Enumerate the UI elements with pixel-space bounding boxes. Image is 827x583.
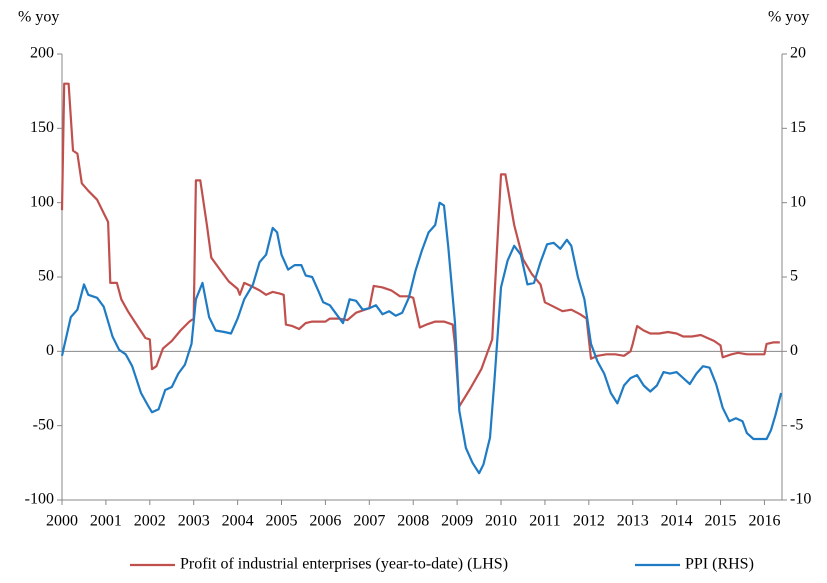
y-tick-label: 150 [30,119,54,136]
x-tick-label: 2016 [748,513,780,530]
y2-tick-label: -10 [790,491,811,508]
x-tick-label: 2006 [309,513,341,530]
series-line [60,82,780,408]
y-tick-label: 200 [30,45,54,62]
x-tick-label: 2004 [222,513,254,530]
y2-tick-label: 15 [790,119,806,136]
legend-label: PPI (RHS) [685,556,754,573]
x-tick-label: 2008 [397,513,429,530]
y-tick-label: -100 [25,491,54,508]
x-tick-label: 2010 [485,513,517,530]
series-line [60,201,783,475]
x-tick-label: 2005 [266,513,298,530]
x-tick-label: 2011 [529,513,560,530]
x-tick-label: 2009 [441,513,473,530]
x-tick-label: 2012 [573,513,605,530]
x-tick-label: 2007 [353,513,385,530]
y2-axis-title: % yoy [768,9,809,26]
y2-tick-label: 5 [790,268,798,285]
legend-label: Profit of industrial enterprises (year-t… [180,556,508,573]
x-tick-label: 2014 [661,513,693,530]
y-axis-title: % yoy [18,9,59,26]
x-tick-label: 2001 [90,513,122,530]
y-tick-label: 100 [30,193,54,210]
y2-tick-label: -5 [790,416,803,433]
x-tick-label: 2013 [617,513,649,530]
y2-tick-label: 0 [790,342,798,359]
y-tick-label: 0 [46,342,54,359]
y-tick-label: 50 [38,268,54,285]
x-tick-label: 2003 [178,513,210,530]
y2-tick-label: 10 [790,193,806,210]
x-tick-label: 2015 [705,513,737,530]
x-tick-label: 2002 [134,513,166,530]
y2-tick-label: 20 [790,45,806,62]
y-tick-label: -50 [33,416,54,433]
x-tick-label: 2000 [46,513,78,530]
